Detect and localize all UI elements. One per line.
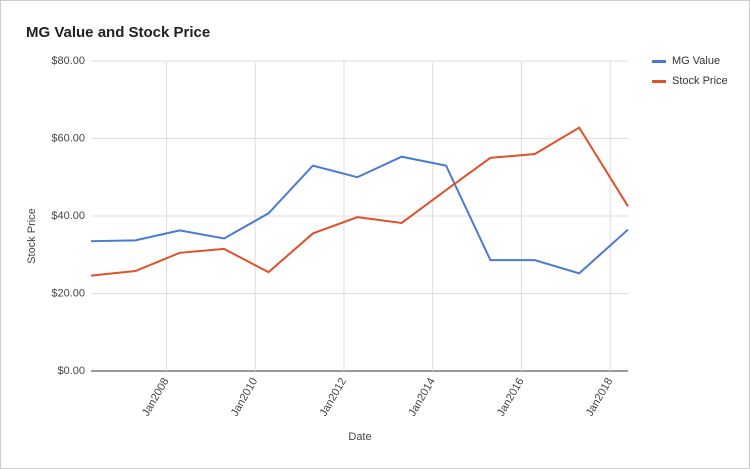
x-axis-label: Date xyxy=(348,431,371,443)
y-tick-label: $80.00 xyxy=(51,55,85,67)
y-tick-label: $20.00 xyxy=(51,287,85,299)
line xyxy=(90,126,629,277)
legend-swatch xyxy=(652,80,666,83)
y-tick-label: $40.00 xyxy=(51,210,85,222)
y-axis-label: Stock Price xyxy=(26,208,38,264)
y-tick-label: $60.00 xyxy=(51,132,85,144)
legend-swatch xyxy=(652,60,666,63)
y-tick-label: $0.00 xyxy=(57,365,85,377)
legend-label: MG Value xyxy=(672,55,720,67)
line xyxy=(90,155,629,275)
legend-label: Stock Price xyxy=(672,75,728,87)
chart-title: MG Value and Stock Price xyxy=(26,24,210,41)
